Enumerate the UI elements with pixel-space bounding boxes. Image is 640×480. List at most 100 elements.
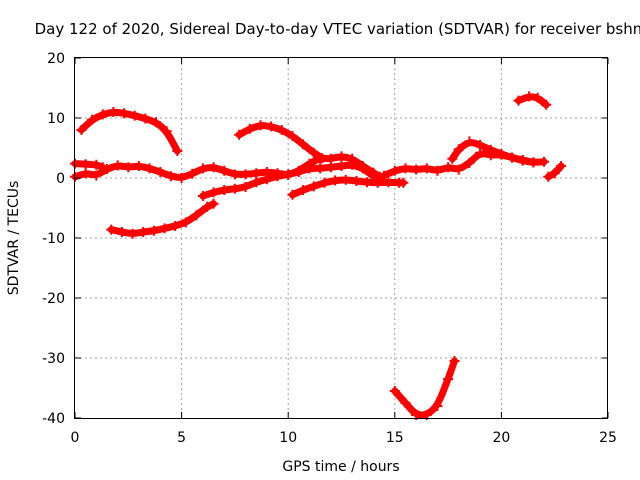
data-point bbox=[372, 174, 383, 185]
data-point bbox=[202, 201, 213, 212]
data-point bbox=[298, 139, 309, 150]
data-point bbox=[112, 160, 123, 171]
data-point bbox=[219, 185, 230, 195]
data-point bbox=[539, 156, 550, 167]
data-point bbox=[325, 153, 336, 164]
data-point bbox=[127, 228, 138, 239]
data-point bbox=[133, 161, 144, 171]
data-point bbox=[453, 164, 464, 175]
data-point bbox=[255, 120, 266, 131]
data-point bbox=[234, 129, 245, 140]
data-point bbox=[266, 121, 277, 132]
data-point bbox=[400, 163, 411, 174]
data-point bbox=[432, 165, 443, 176]
data-point bbox=[475, 140, 486, 150]
x-tick-label: 20 bbox=[492, 430, 510, 446]
y-tick-labels: -40 -30 -20 -10 0 10 20 bbox=[42, 51, 65, 427]
grid bbox=[75, 58, 608, 418]
chart-title: Day 122 of 2020, Sidereal Day-to-day VTE… bbox=[35, 20, 640, 38]
data-point bbox=[293, 167, 304, 177]
data-point bbox=[507, 152, 518, 163]
axis-ticks bbox=[74, 57, 609, 419]
data-point bbox=[398, 177, 409, 188]
data-point bbox=[106, 224, 117, 235]
data-point bbox=[97, 109, 108, 120]
data-point bbox=[172, 146, 183, 156]
data-point bbox=[389, 386, 400, 396]
x-tick-label: 25 bbox=[599, 430, 617, 446]
data-point bbox=[129, 110, 140, 121]
x-tick-labels: 0 5 10 15 20 25 bbox=[71, 430, 617, 446]
data-point bbox=[159, 223, 170, 234]
data-point bbox=[287, 189, 298, 200]
data-point bbox=[91, 170, 102, 181]
data-point bbox=[325, 162, 336, 173]
plot-area bbox=[70, 91, 567, 420]
data-point bbox=[383, 177, 394, 188]
x-tick-label: 5 bbox=[177, 430, 186, 446]
data-point bbox=[315, 163, 326, 174]
data-point bbox=[87, 114, 98, 125]
data-point bbox=[155, 167, 166, 177]
data-point bbox=[101, 164, 112, 174]
x-tick-label: 0 bbox=[71, 430, 80, 446]
data-point bbox=[240, 169, 251, 180]
data-point bbox=[411, 164, 422, 175]
data-point bbox=[76, 125, 87, 135]
data-point bbox=[140, 113, 151, 124]
y-tick-label: -40 bbox=[42, 411, 65, 427]
data-point bbox=[176, 173, 187, 183]
data-point bbox=[453, 144, 464, 155]
data-point bbox=[148, 225, 159, 236]
data-point bbox=[151, 117, 162, 128]
data-point bbox=[347, 159, 358, 170]
data-point bbox=[187, 168, 198, 179]
data-point bbox=[513, 95, 524, 106]
data-point bbox=[308, 181, 319, 192]
data-point bbox=[251, 168, 262, 179]
y-tick-label: 0 bbox=[56, 171, 65, 187]
data-point bbox=[251, 177, 262, 188]
data-point bbox=[119, 108, 130, 119]
data-point bbox=[556, 161, 567, 171]
data-point bbox=[283, 169, 294, 180]
data-point bbox=[304, 163, 315, 174]
series-arc-10 bbox=[391, 357, 458, 419]
data-point bbox=[197, 163, 208, 174]
data-point bbox=[276, 125, 287, 135]
data-point bbox=[240, 182, 251, 192]
data-point bbox=[229, 183, 240, 194]
data-point bbox=[464, 158, 475, 168]
x-tick-label: 15 bbox=[386, 430, 404, 446]
data-point bbox=[170, 221, 181, 231]
data-point bbox=[379, 170, 390, 181]
data-point bbox=[330, 175, 341, 186]
y-tick-label: -30 bbox=[42, 351, 65, 367]
data-point bbox=[336, 161, 347, 171]
data-point bbox=[298, 185, 309, 195]
y-tick-label: -20 bbox=[42, 291, 65, 307]
data-point bbox=[443, 374, 454, 384]
data-point bbox=[208, 198, 219, 209]
data-point bbox=[138, 227, 149, 237]
data-point bbox=[80, 168, 91, 179]
data-point bbox=[524, 91, 535, 102]
data-point bbox=[443, 162, 454, 173]
data-point bbox=[541, 99, 552, 110]
data-point bbox=[517, 155, 528, 165]
data-point bbox=[272, 171, 283, 182]
data-point bbox=[319, 177, 330, 188]
data-point bbox=[116, 227, 127, 237]
data-point bbox=[197, 191, 208, 201]
data-point bbox=[357, 163, 368, 174]
data-point bbox=[432, 401, 443, 411]
data-point bbox=[308, 147, 319, 158]
data-point bbox=[244, 123, 255, 134]
data-point bbox=[191, 210, 202, 221]
data-point bbox=[219, 165, 230, 176]
data-point bbox=[80, 159, 91, 170]
data-point bbox=[165, 171, 176, 182]
y-tick-label: 20 bbox=[47, 51, 65, 67]
data-point bbox=[362, 177, 373, 188]
